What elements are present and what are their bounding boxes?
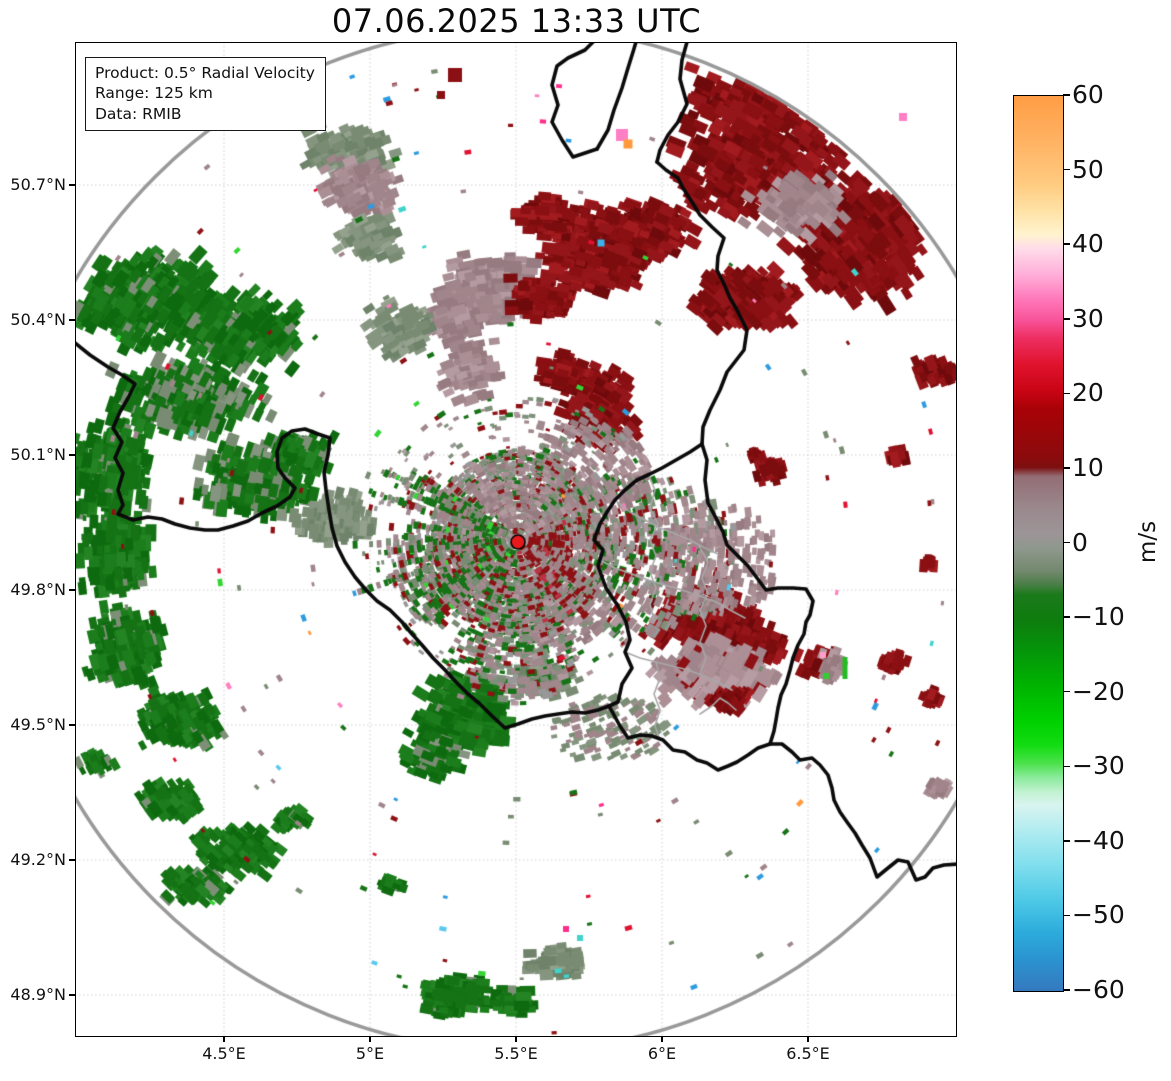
colorbar-tick-label: 10	[1072, 452, 1104, 482]
x-tick-label: 5°E	[355, 1044, 385, 1063]
colorbar-tick-mark	[1063, 840, 1070, 842]
x-tick-label: 4.5°E	[202, 1044, 246, 1063]
colorbar-tick-mark	[1063, 168, 1070, 171]
y-tick-label: 50.4°N	[10, 310, 66, 329]
colorbar-tick-label: −20	[1072, 676, 1125, 706]
colorbar-tick-mark	[1063, 914, 1070, 917]
colorbar-tick-label: −10	[1072, 602, 1125, 632]
colorbar-tick-mark	[1063, 616, 1070, 618]
colorbar-tick-mark	[1063, 243, 1070, 245]
colorbar-tick-label: −40	[1072, 825, 1125, 855]
colorbar-tick-mark	[1063, 392, 1070, 395]
colorbar-tick-label: 50	[1072, 154, 1104, 184]
y-tick-mark	[69, 994, 75, 996]
plot-title: 07.06.2025 13:33 UTC	[331, 2, 702, 40]
info-product-line: Product: 0.5° Radial Velocity	[95, 64, 315, 82]
info-range-line: Range: 125 km	[95, 84, 213, 103]
info-box: Product: 0.5° Radial Velocity Range: 125…	[85, 57, 326, 132]
colorbar-tick-mark	[1063, 318, 1070, 320]
colorbar-tick-mark	[1063, 94, 1070, 96]
x-tick-mark	[223, 1037, 225, 1042]
colorbar-tick-mark	[1063, 989, 1070, 991]
y-tick-mark	[69, 184, 75, 186]
colorbar-tick-mark	[1063, 690, 1070, 693]
y-tick-label: 50.7°N	[10, 175, 66, 194]
colorbar	[1013, 95, 1064, 992]
y-tick-mark	[69, 454, 75, 456]
colorbar-unit-label: m/s	[1135, 520, 1161, 564]
y-tick-label: 49.2°N	[10, 850, 66, 869]
colorbar-tick-label: −30	[1072, 751, 1125, 781]
x-tick-label: 6.5°E	[786, 1044, 830, 1063]
colorbar-tick-label: 20	[1072, 378, 1104, 408]
y-tick-mark	[69, 589, 75, 591]
colorbar-tick-mark	[1063, 765, 1070, 767]
y-tick-mark	[69, 319, 75, 321]
y-tick-label: 50.1°N	[10, 445, 66, 464]
info-data-line: Data: RMIB	[95, 104, 182, 123]
colorbar-tick-label: 30	[1072, 303, 1104, 333]
x-tick-mark	[661, 1037, 663, 1042]
y-tick-label: 49.5°N	[10, 715, 66, 734]
y-tick-label: 49.8°N	[10, 580, 66, 599]
x-tick-label: 5.5°E	[494, 1044, 538, 1063]
x-tick-mark	[515, 1037, 517, 1042]
radar-map-canvas	[75, 42, 957, 1037]
colorbar-tick-label: 60	[1072, 80, 1104, 109]
colorbar-tick-mark	[1063, 467, 1070, 469]
x-tick-label: 6°E	[647, 1044, 677, 1063]
colorbar-tick-label: −60	[1072, 975, 1125, 1004]
colorbar-tick-label: −50	[1072, 900, 1125, 930]
y-tick-label: 48.9°N	[10, 985, 66, 1004]
colorbar-tick-label: 0	[1072, 527, 1088, 557]
colorbar-tick-mark	[1063, 541, 1070, 544]
x-tick-mark	[369, 1037, 371, 1042]
colorbar-tick-label: 40	[1072, 229, 1104, 259]
y-tick-mark	[69, 724, 75, 726]
y-tick-mark	[69, 859, 75, 861]
x-tick-mark	[807, 1037, 809, 1042]
